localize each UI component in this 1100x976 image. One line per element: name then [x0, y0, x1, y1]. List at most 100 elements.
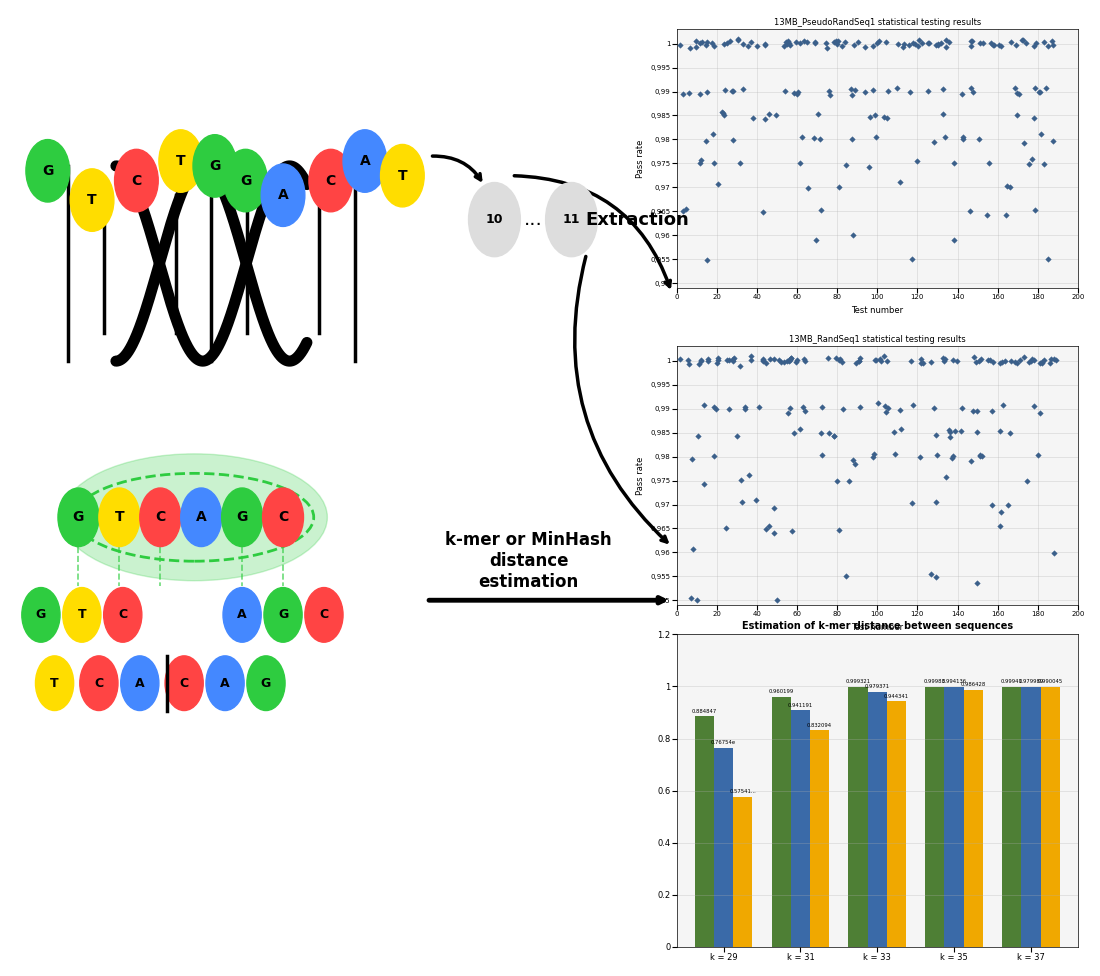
Point — [691, 155, 708, 171]
Point — [821, 84, 838, 100]
Circle shape — [223, 588, 261, 642]
Point — [829, 33, 847, 49]
Text: T: T — [176, 154, 186, 168]
Point — [1006, 80, 1024, 96]
Point — [1015, 135, 1033, 150]
Point — [975, 35, 992, 51]
Point — [984, 37, 1002, 53]
Text: C: C — [179, 676, 189, 690]
Bar — [945, 687, 964, 947]
Point — [968, 424, 986, 439]
Point — [781, 351, 799, 367]
Point — [768, 592, 785, 608]
Text: 0.986428: 0.986428 — [960, 682, 986, 687]
Point — [779, 405, 796, 421]
Point — [903, 353, 921, 369]
Point — [700, 353, 717, 369]
Circle shape — [103, 588, 142, 642]
Point — [851, 350, 869, 366]
Point — [697, 84, 715, 100]
Text: ...: ... — [524, 210, 542, 229]
Point — [744, 110, 761, 126]
Point — [845, 452, 862, 468]
Point — [927, 427, 945, 443]
Point — [705, 155, 723, 171]
Point — [791, 35, 808, 51]
Point — [692, 353, 710, 369]
Point — [986, 37, 1003, 53]
Circle shape — [546, 183, 597, 257]
Point — [910, 38, 927, 54]
Point — [948, 353, 966, 369]
Point — [912, 355, 930, 371]
Circle shape — [80, 656, 118, 711]
Point — [889, 80, 906, 96]
Circle shape — [305, 588, 343, 642]
Text: G: G — [240, 174, 251, 187]
Text: C: C — [131, 174, 142, 187]
Point — [805, 35, 823, 51]
Point — [697, 133, 715, 148]
Bar — [695, 716, 714, 947]
Point — [849, 34, 867, 50]
Circle shape — [309, 149, 353, 212]
Text: 0.99983: 0.99983 — [924, 679, 946, 684]
Point — [846, 38, 864, 54]
Point — [850, 353, 868, 369]
Point — [925, 400, 943, 416]
Text: G: G — [278, 608, 288, 622]
Point — [999, 497, 1016, 512]
Point — [942, 429, 959, 445]
Point — [793, 130, 811, 145]
Point — [906, 36, 924, 52]
Point — [927, 37, 945, 53]
Bar — [771, 697, 791, 947]
Point — [817, 35, 835, 51]
Point — [1006, 354, 1024, 370]
Point — [830, 522, 848, 538]
Point — [940, 425, 958, 440]
Point — [791, 155, 808, 171]
Point — [1013, 32, 1031, 48]
Point — [788, 354, 805, 370]
Point — [1010, 86, 1027, 102]
Bar — [791, 711, 810, 947]
Title: 13MB_PseudoRandSeq1 statistical testing results: 13MB_PseudoRandSeq1 statistical testing … — [773, 19, 981, 27]
Point — [844, 87, 861, 102]
Point — [922, 354, 939, 370]
Point — [715, 105, 733, 121]
Point — [1016, 35, 1034, 51]
Text: G: G — [42, 164, 54, 178]
Point — [955, 132, 972, 147]
Text: 10: 10 — [486, 213, 503, 226]
Point — [774, 354, 792, 370]
Text: T: T — [114, 510, 124, 524]
Text: A: A — [238, 608, 246, 622]
X-axis label: Test number: Test number — [851, 623, 903, 631]
Point — [1001, 179, 1019, 194]
Point — [970, 132, 988, 147]
Point — [690, 428, 707, 444]
Circle shape — [343, 130, 387, 192]
Point — [837, 157, 855, 173]
Point — [966, 348, 983, 364]
Point — [729, 31, 747, 47]
Point — [813, 426, 830, 441]
Point — [768, 107, 785, 123]
Point — [879, 84, 896, 100]
Point — [788, 34, 805, 50]
Text: 0.944341: 0.944341 — [884, 694, 909, 699]
Bar — [848, 687, 868, 947]
Point — [968, 403, 986, 419]
Point — [1025, 351, 1043, 367]
Point — [895, 36, 913, 52]
Point — [992, 504, 1010, 519]
Point — [813, 399, 830, 415]
Bar — [868, 692, 887, 947]
Point — [935, 81, 953, 97]
Point — [832, 351, 849, 367]
Point — [867, 129, 884, 144]
Point — [843, 81, 860, 97]
Point — [972, 351, 990, 367]
Point — [1020, 354, 1037, 370]
